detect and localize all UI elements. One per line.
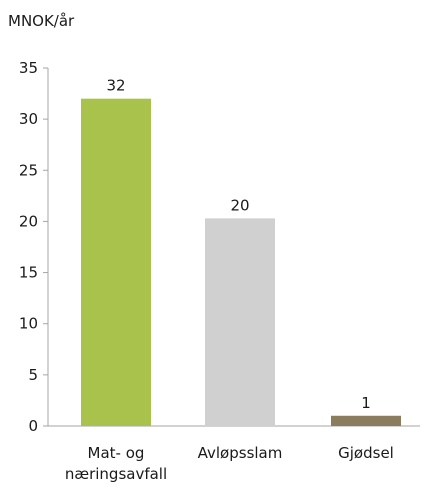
data-label: 1: [361, 394, 371, 412]
data-labels: 32 20 1: [106, 77, 370, 412]
x-tick-label: Gjødsel: [338, 444, 394, 462]
y-axis: 0 5 10 15 20 25 30 35: [19, 59, 49, 435]
bar: [205, 218, 275, 426]
x-axis: Mat- og næringsavfall Avløpsslam Gjødsel: [48, 425, 420, 483]
y-tick-label: 30: [19, 110, 38, 128]
x-tick-label: Avløpsslam: [198, 444, 283, 462]
y-tick-label: 35: [19, 59, 38, 77]
y-tick-label: 0: [28, 417, 38, 435]
data-label: 32: [106, 77, 125, 95]
data-label: 20: [230, 196, 249, 214]
bars: [81, 98, 401, 426]
bar: [81, 98, 151, 426]
y-axis-label: MNOK/år: [8, 12, 75, 30]
y-tick-label: 10: [19, 315, 38, 333]
y-tick-label: 5: [28, 366, 38, 384]
x-tick-label: Mat- og næringsavfall: [65, 444, 167, 483]
y-tick-label: 15: [19, 264, 38, 282]
bar: [331, 415, 401, 426]
y-tick-label: 20: [19, 212, 38, 230]
y-tick-label: 25: [19, 161, 38, 179]
